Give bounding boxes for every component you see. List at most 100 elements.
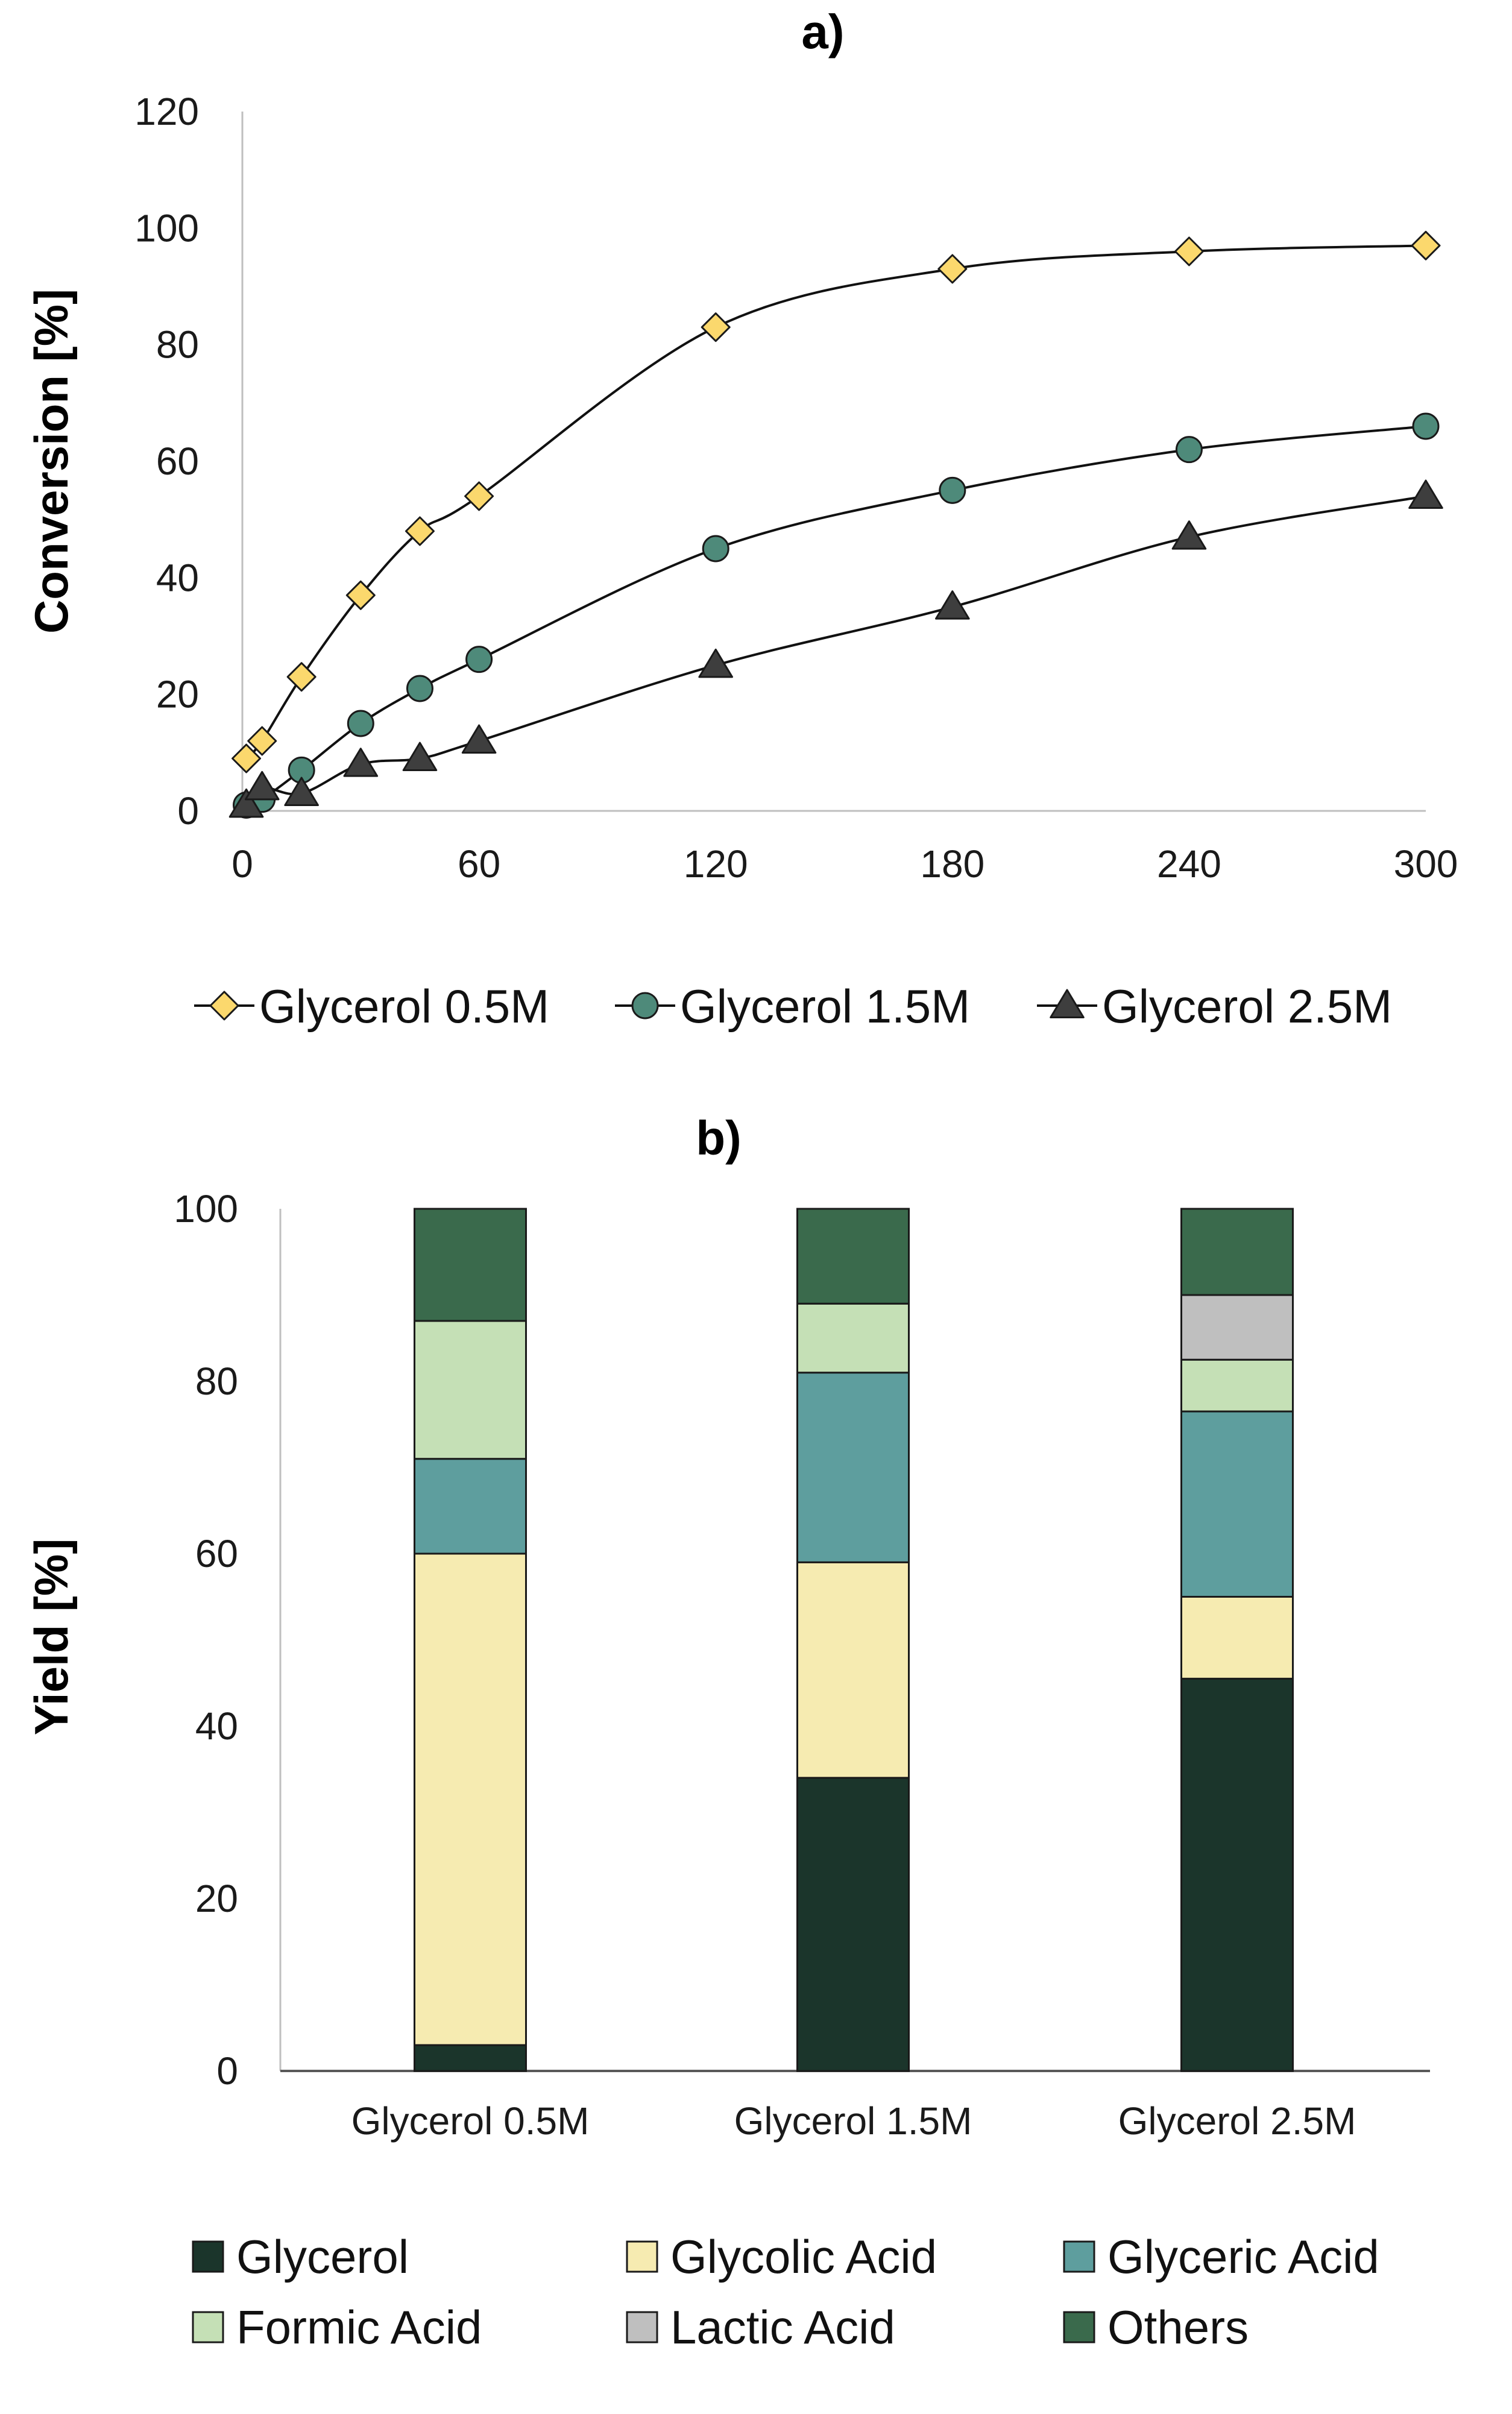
panel-b-y-tick-label: 80 bbox=[195, 1360, 238, 1403]
bar-segment-glycerol bbox=[1180, 1677, 1294, 2072]
data-point-circle bbox=[406, 675, 433, 702]
panel-a-x-tick-label: 300 bbox=[1394, 842, 1458, 886]
legend-label: Glyceric Acid bbox=[1107, 2230, 1379, 2283]
legend-label: Formic Acid bbox=[236, 2301, 482, 2354]
data-point-triangle bbox=[402, 742, 438, 771]
panel-a-y-tick-label: 20 bbox=[156, 673, 199, 716]
bar-segment-glycerol bbox=[796, 1777, 910, 2072]
data-point-circle bbox=[939, 476, 966, 504]
legend-marker-triangle bbox=[1050, 989, 1085, 1018]
bar-segment-others bbox=[796, 1208, 910, 1305]
data-point-diamond bbox=[937, 254, 968, 284]
data-point-circle bbox=[702, 535, 729, 563]
bar-segment-glyceric-acid bbox=[414, 1458, 527, 1555]
panel-a-x-tick-label: 180 bbox=[920, 842, 984, 886]
panel-b-title: b) bbox=[696, 1111, 742, 1165]
panel-a-legend: Glycerol 0.5M Glycerol 1.5M Glycerol 2.5M bbox=[194, 980, 1392, 1033]
panel-b-y-axis-label: Yield [%] bbox=[25, 1539, 78, 1735]
data-point-circle bbox=[465, 646, 493, 673]
data-point-diamond bbox=[464, 481, 494, 511]
panel-a-x-tick-label: 240 bbox=[1157, 842, 1221, 886]
panel-a-y-tick-label: 0 bbox=[177, 789, 199, 833]
panel-a-x-ticks: 0 60 120 180 240 300 bbox=[232, 842, 1458, 886]
data-point-circle bbox=[1175, 436, 1203, 464]
legend-swatch bbox=[1063, 2240, 1095, 2273]
panel-a-y-tick-label: 40 bbox=[156, 556, 199, 599]
legend-label: Glycerol bbox=[236, 2230, 409, 2283]
bar-segment-formic-acid bbox=[1180, 1358, 1294, 1413]
data-point-diamond bbox=[345, 580, 376, 610]
data-point-triangle bbox=[935, 590, 970, 620]
data-point-triangle bbox=[228, 788, 264, 818]
panel-b-category-label: Glycerol 0.5M bbox=[351, 2099, 590, 2143]
panel-b-y-ticks: 0 20 40 60 80 100 bbox=[174, 1187, 238, 2093]
series-line-circle bbox=[245, 425, 1426, 807]
data-point-triangle bbox=[284, 777, 319, 806]
legend-label: Others bbox=[1107, 2301, 1249, 2354]
panel-a-y-axis-label: Conversion [%] bbox=[25, 289, 78, 634]
legend-label: Glycerol 1.5M bbox=[680, 980, 970, 1033]
data-point-triangle bbox=[698, 648, 733, 678]
panel-a-y-tick-label: 80 bbox=[156, 323, 199, 367]
data-point-diamond bbox=[1411, 230, 1441, 260]
panel-b-y-tick-label: 20 bbox=[195, 1877, 238, 1920]
data-point-triangle bbox=[461, 724, 497, 754]
legend-swatch bbox=[192, 2240, 224, 2273]
panel-a-y-tick-label: 120 bbox=[134, 90, 199, 133]
legend-swatch bbox=[1063, 2311, 1095, 2343]
bar-segment-others bbox=[1180, 1208, 1294, 1296]
data-point-diamond bbox=[1174, 236, 1204, 266]
data-point-triangle bbox=[244, 771, 280, 801]
panel-b-category-label: Glycerol 1.5M bbox=[734, 2099, 972, 2143]
panel-a-series-markers bbox=[228, 230, 1443, 819]
bar-segment-glycerol bbox=[414, 2044, 527, 2072]
panel-b-x-ticks: Glycerol 0.5M Glycerol 1.5M Glycerol 2.5M bbox=[351, 2099, 1356, 2143]
panel-a-series-lines bbox=[245, 244, 1426, 807]
bar-segment-glycolic-acid bbox=[796, 1561, 910, 1779]
panel-b-y-tick-label: 0 bbox=[216, 2049, 238, 2093]
legend-label: Lactic Acid bbox=[670, 2301, 895, 2354]
data-point-diamond bbox=[701, 312, 731, 342]
bar-segment-glyceric-acid bbox=[796, 1372, 910, 1563]
data-point-diamond bbox=[247, 726, 277, 756]
data-point-triangle bbox=[1408, 479, 1443, 509]
legend-swatch bbox=[192, 2311, 224, 2343]
data-point-triangle bbox=[343, 748, 379, 777]
panel-a-x-tick-label: 0 bbox=[232, 842, 253, 886]
bar-segment-formic-acid bbox=[796, 1302, 910, 1374]
panel-b-y-tick-label: 100 bbox=[174, 1187, 238, 1231]
legend-label: Glycerol 2.5M bbox=[1102, 980, 1392, 1033]
legend-label: Glycolic Acid bbox=[670, 2230, 937, 2283]
bar-segment-glycolic-acid bbox=[1180, 1596, 1294, 1680]
series-line-triangle bbox=[245, 495, 1426, 806]
bar-segment-glyceric-acid bbox=[1180, 1410, 1294, 1598]
panel-a-title: a) bbox=[801, 5, 844, 58]
panel-b-bars bbox=[414, 1208, 1294, 2072]
panel-a-y-ticks: 0 20 40 60 80 100 120 bbox=[134, 90, 199, 833]
panel-b-category-label: Glycerol 2.5M bbox=[1118, 2099, 1356, 2143]
bar-segment-glycolic-acid bbox=[414, 1552, 527, 2046]
legend-marker-diamond bbox=[209, 991, 239, 1021]
legend-marker-circle bbox=[631, 992, 659, 1019]
panel-a-line-chart: a) Conversion [%] 0 20 40 60 80 100 120 0 60 120… bbox=[25, 5, 1458, 1033]
legend-label: Glycerol 0.5M bbox=[259, 980, 549, 1033]
legend-swatch bbox=[626, 2240, 658, 2273]
panel-a-y-tick-label: 100 bbox=[134, 206, 199, 250]
panel-a-y-tick-label: 60 bbox=[156, 440, 199, 483]
data-point-circle bbox=[1412, 412, 1440, 440]
data-point-diamond bbox=[232, 743, 262, 774]
data-point-circle bbox=[347, 710, 374, 737]
data-point-triangle bbox=[1171, 520, 1207, 550]
panel-a-x-tick-label: 120 bbox=[684, 842, 748, 886]
legend-swatch bbox=[626, 2311, 658, 2343]
panel-b-legend: Glycerol Glycolic Acid Glyceric Acid Formic… bbox=[192, 2230, 1379, 2354]
panel-b-y-tick-label: 60 bbox=[195, 1532, 238, 1575]
series-line-diamond bbox=[245, 244, 1426, 760]
bar-segment-lactic-acid bbox=[1180, 1294, 1294, 1361]
panel-a-x-tick-label: 60 bbox=[458, 842, 500, 886]
panel-b-y-tick-label: 40 bbox=[195, 1704, 238, 1748]
data-point-diamond bbox=[405, 516, 435, 546]
data-point-diamond bbox=[286, 662, 317, 692]
